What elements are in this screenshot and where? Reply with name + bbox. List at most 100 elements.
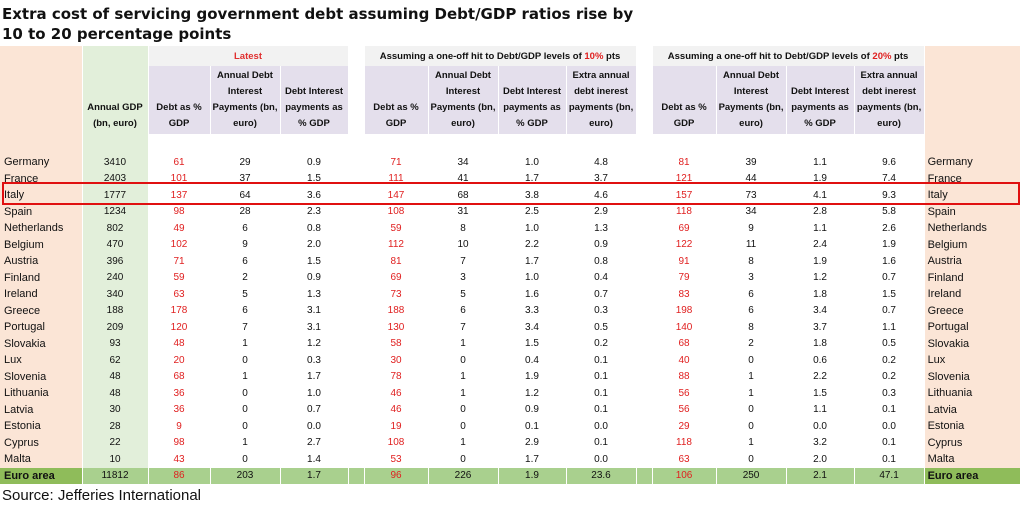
table-cell: 1 — [428, 434, 499, 451]
table-cell: 1.3 — [280, 286, 349, 303]
table-cell: 250 — [716, 467, 787, 484]
table-cell: 0 — [716, 401, 787, 418]
table-cell: 111 — [364, 170, 429, 187]
debt-table: Latest Assuming a one-off hit to Debt/GD… — [0, 46, 1021, 484]
table-cell: 19 — [364, 418, 429, 435]
table-cell: 3.8 — [498, 187, 567, 204]
table-cell: 71 — [364, 154, 429, 171]
header-twenty-extra: Extra annual debt inerest payments (bn, … — [854, 66, 925, 134]
table-cell: 93 — [82, 335, 149, 352]
table-cell: 122 — [652, 236, 717, 253]
table-cell: 3.7 — [786, 319, 855, 336]
table-cell: 6 — [716, 302, 787, 319]
country-name-right: Cyprus — [924, 434, 1021, 451]
table-cell: 1.1 — [854, 319, 925, 336]
table-cell: 9 — [210, 236, 281, 253]
table-cell: 3.4 — [498, 319, 567, 336]
table-cell: 0 — [428, 451, 499, 468]
table-cell: 53 — [364, 451, 429, 468]
table-cell: 69 — [652, 220, 717, 237]
table-cell: 108 — [364, 203, 429, 220]
table-cell: 2.9 — [498, 434, 567, 451]
table-row: Slovakia 93 48 1 1.2 58 1 1.5 0.2 68 2 1.8 0.5 Slovak… — [0, 335, 1021, 352]
country-name: Belgium — [0, 236, 83, 253]
header-twenty-debt: Debt as % GDP — [652, 66, 717, 134]
table-cell: 0.8 — [566, 253, 637, 270]
table-cell: 0.4 — [498, 352, 567, 369]
table-cell: 0.1 — [566, 368, 637, 385]
table-cell: 2.0 — [786, 451, 855, 468]
table-cell: 0.1 — [566, 385, 637, 402]
table-cell: 7 — [428, 253, 499, 270]
table-cell: 96 — [364, 467, 429, 484]
table-cell: 240 — [82, 269, 149, 286]
table-cell: 2.4 — [786, 236, 855, 253]
table-cell: 86 — [148, 467, 211, 484]
table-cell: 0.1 — [854, 401, 925, 418]
table-cell: 0.1 — [566, 434, 637, 451]
table-cell: 1.9 — [498, 368, 567, 385]
country-name: Estonia — [0, 418, 83, 435]
country-name: Slovakia — [0, 335, 83, 352]
group-ten-label: Assuming a one-off hit to Debt/GDP level… — [364, 46, 637, 66]
table-cell: 2 — [210, 269, 281, 286]
table-cell: 48 — [82, 385, 149, 402]
table-cell: 1777 — [82, 187, 149, 204]
table-cell: 4.6 — [566, 187, 637, 204]
table-cell: 11812 — [82, 467, 149, 484]
table-cell: 56 — [652, 385, 717, 402]
table-cell: 73 — [716, 187, 787, 204]
table-row: Estonia 28 9 0 0.0 19 0 0.1 0.0 29 0 0.0 0.0 Estonia — [0, 418, 1021, 435]
country-name: Austria — [0, 253, 83, 270]
table-cell: 137 — [148, 187, 211, 204]
table-row: Portugal 209 120 7 3.1 130 7 3.4 0.5 140 8 3.7 1.1 Po… — [0, 319, 1021, 336]
table-cell: 79 — [652, 269, 717, 286]
table-cell: 1234 — [82, 203, 149, 220]
table-cell: 0.2 — [854, 352, 925, 369]
table-cell: 29 — [652, 418, 717, 435]
table-row: Austria 396 71 6 1.5 81 7 1.7 0.8 91 8 1.9 1.6 Austri… — [0, 253, 1021, 270]
country-name: Slovenia — [0, 368, 83, 385]
country-name-right: Germany — [924, 154, 1021, 171]
table-cell: 9 — [716, 220, 787, 237]
table-cell: 0.3 — [566, 302, 637, 319]
table-cell: 2.5 — [498, 203, 567, 220]
table-row: Lithuania 48 36 0 1.0 46 1 1.2 0.1 56 1 1.5 0.3 Lithu… — [0, 385, 1021, 402]
country-name: Latvia — [0, 401, 83, 418]
header-debt: Debt as % GDP — [148, 66, 211, 134]
table-cell: 2 — [716, 335, 787, 352]
table-cell: 3 — [428, 269, 499, 286]
table-cell: 140 — [652, 319, 717, 336]
table-cell: 1.7 — [280, 368, 349, 385]
table-cell: 1.5 — [854, 286, 925, 303]
table-cell: 68 — [652, 335, 717, 352]
table-cell: 3.4 — [786, 302, 855, 319]
table-cell: 1.4 — [280, 451, 349, 468]
table-cell: 1.5 — [280, 170, 349, 187]
table-row: Netherlands 802 49 6 0.8 59 8 1.0 1.3 69 9 1.1 2.6 Ne… — [0, 220, 1021, 237]
table-cell: 36 — [148, 385, 211, 402]
table-cell: 7 — [210, 319, 281, 336]
table-cell: 2.8 — [786, 203, 855, 220]
table-cell: 10 — [82, 451, 149, 468]
country-name-right: Spain — [924, 203, 1021, 220]
table-cell: 31 — [428, 203, 499, 220]
country-name-right: Estonia — [924, 418, 1021, 435]
table-cell: 6 — [428, 302, 499, 319]
table-cell: 1.0 — [280, 385, 349, 402]
table-cell: 81 — [652, 154, 717, 171]
table-cell: 108 — [364, 434, 429, 451]
table-cell: 0 — [210, 401, 281, 418]
table-cell: 63 — [652, 451, 717, 468]
table-cell: 1.1 — [786, 154, 855, 171]
table-cell: 0.5 — [854, 335, 925, 352]
table-cell: 1.0 — [498, 220, 567, 237]
table-cell: 0 — [210, 352, 281, 369]
table-cell: 1.8 — [786, 335, 855, 352]
table-cell: 120 — [148, 319, 211, 336]
table-row: Lux 62 20 0 0.3 30 0 0.4 0.1 40 0 0.6 0.2 Lux — [0, 352, 1021, 369]
table-row: Slovenia 48 68 1 1.7 78 1 1.9 0.1 88 1 2.2 0.2 Sloven… — [0, 368, 1021, 385]
table-row: Belgium 470 102 9 2.0 112 10 2.2 0.9 122 11 2.4 1.9 B… — [0, 236, 1021, 253]
table-cell: 48 — [82, 368, 149, 385]
table-cell: 36 — [148, 401, 211, 418]
